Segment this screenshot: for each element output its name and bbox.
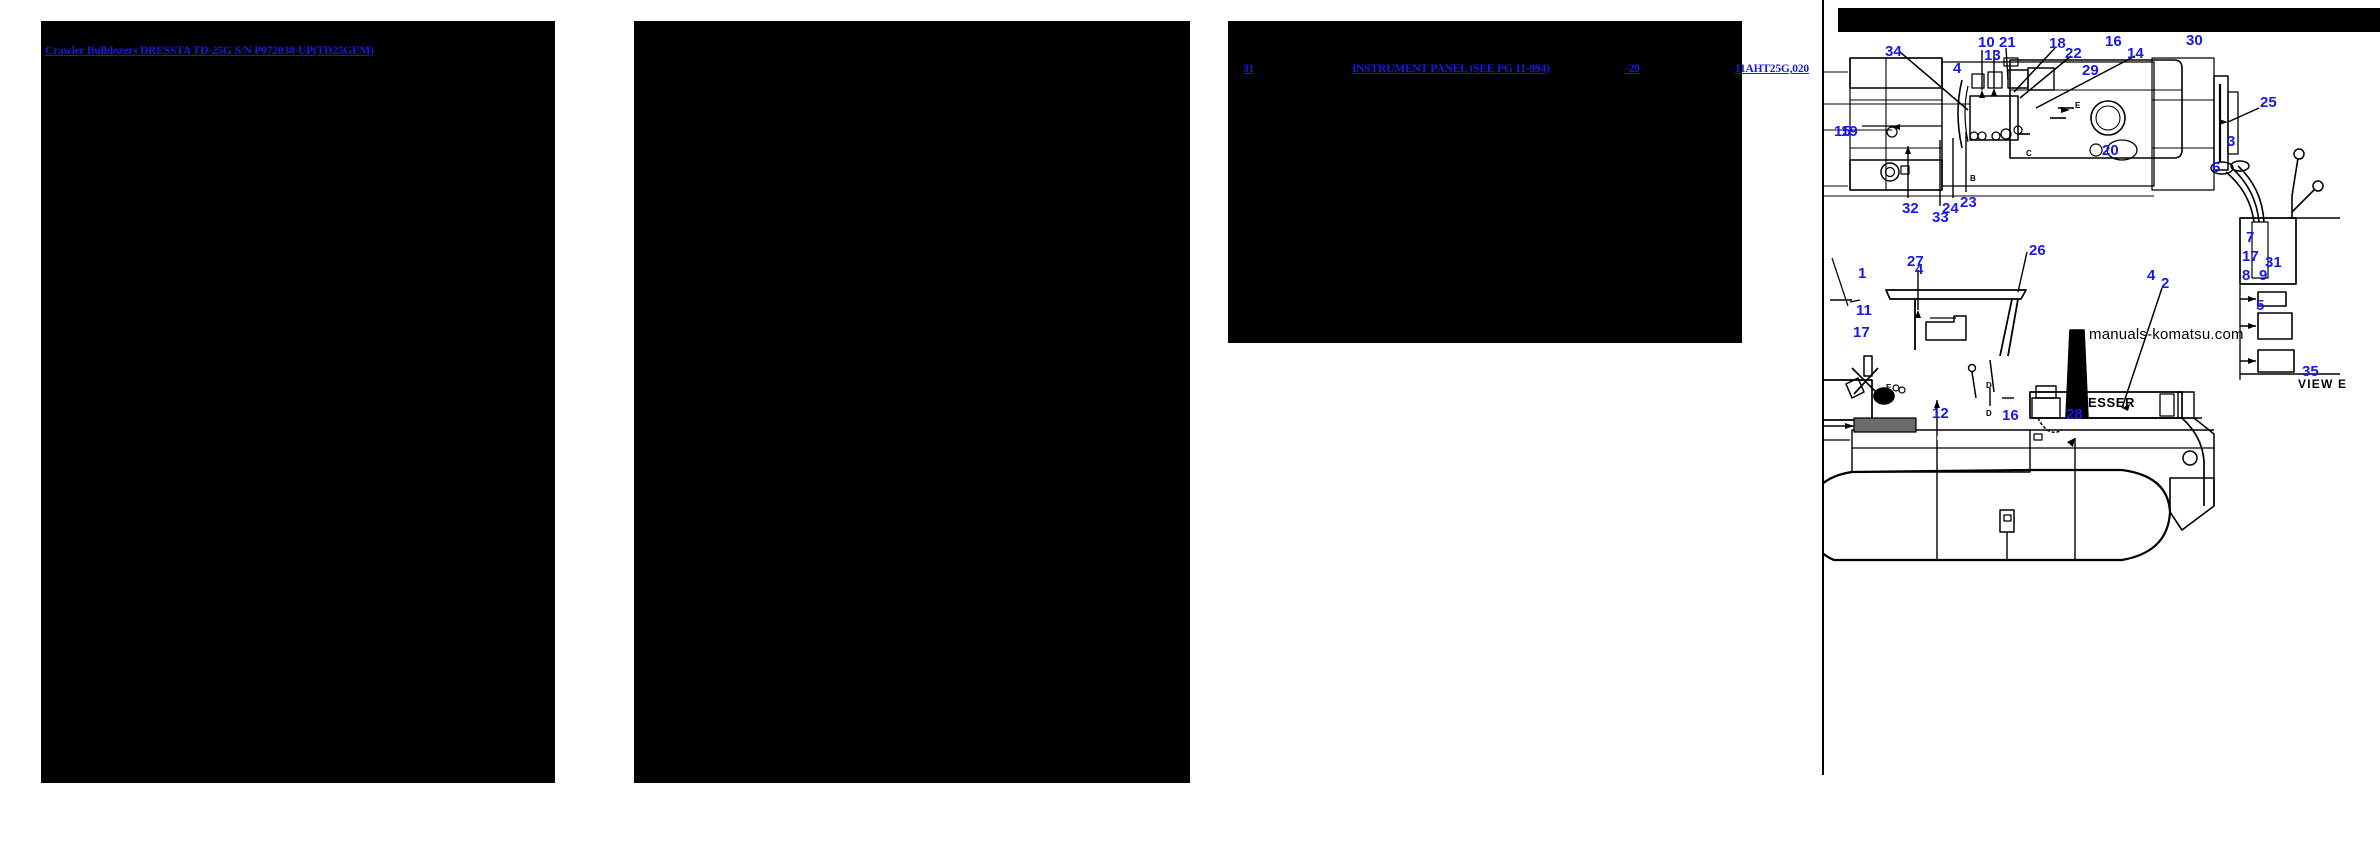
part-item-number-link[interactable]: 31 [1243,63,1255,75]
diagram-callout-19: 19 [1841,123,1858,140]
technical-diagram [1822,10,2340,562]
diagram-callout-22: 22 [2065,45,2082,62]
diagram-callout-8: 8 [2242,267,2251,284]
diagram-callout-6: 6 [2212,159,2221,176]
diagram-callout-33: 33 [1932,209,1949,226]
section-letter-d-bot: D [1986,409,1992,418]
diagram-callout-21: 21 [1999,34,2016,51]
dresser-brand-badge: DRESSER [2068,395,2136,410]
diagram-callout-15: 15 [1834,123,1851,140]
diagram-callout-24: 24 [1942,200,1959,217]
parts-list-panel[interactable] [1228,21,1742,343]
diagram-header-bar [1838,8,2380,32]
diagram-callout-25: 25 [2260,94,2277,111]
site-watermark: manuals-komatsu.com [2089,326,2244,343]
section-letter-c: C [2026,149,2032,158]
document-page-panel-2[interactable] [634,21,1190,783]
section-letter-b: B [1970,174,1976,183]
diagram-callout-18: 18 [2049,35,2066,52]
diagram-callout-31: 31 [2265,254,2282,271]
diagram-callout-20: 20 [2102,142,2119,159]
diagram-callout-27: 27 [1907,253,1924,270]
document-title-link[interactable]: Crawler Bulldozers DRESSTA TD-25G S/N P0… [45,45,374,57]
diagram-callout-10: 10 [1978,34,1995,51]
diagram-callout-4b: 4 [1915,261,1924,278]
section-letter-e-top: E [2075,101,2081,110]
diagram-callout-16: 16 [2105,33,2122,50]
diagram-callout-34: 34 [1885,43,1902,60]
diagram-callout-3: 3 [2227,133,2236,150]
diagram-callout-4: 4 [1953,60,1962,77]
diagram-callout-5: 5 [2256,297,2265,314]
diagram-callout-28: 28 [2066,406,2083,423]
part-description-link[interactable]: INSTRUMENT PANEL (SEE PG 11-994) [1352,63,1550,75]
diagram-callout-16b: 16 [2002,407,2019,424]
diagram-callout-30: 30 [2186,32,2203,49]
section-letter-e-side: E [1886,383,1892,392]
diagram-callout-32: 32 [1902,200,1919,217]
diagram-callout-7: 7 [2246,229,2255,246]
diagram-callout-12: 12 [1932,405,1949,422]
diagram-callout-9: 9 [2259,267,2268,284]
diagram-callout-2: 2 [2161,275,2170,292]
diagram-callout-4c: 4 [2147,267,2156,284]
part-quantity-link[interactable]: -29 [1625,63,1640,75]
diagram-callout-17b: 17 [1853,324,1870,341]
diagram-callout-13: 13 [1984,47,2001,64]
part-code-link[interactable]: 11AHT25G,020 [1735,63,1809,75]
pane-divider [1822,0,1824,775]
view-e-label: VIEW E [2298,377,2348,391]
diagram-callout-1: 1 [1858,265,1867,282]
diagram-callout-14: 14 [2127,45,2144,62]
section-letter-d-top: D [1986,381,1992,390]
document-page-panel-1[interactable] [41,21,555,783]
diagram-callout-26: 26 [2029,242,2046,259]
td25g-model-badge: TD-25G [1913,434,1944,443]
diagram-callout-29: 29 [2082,62,2099,79]
diagram-callout-17: 17 [2242,248,2259,265]
diagram-callout-35: 35 [2302,363,2319,380]
diagram-callout-23: 23 [1960,194,1977,211]
diagram-callout-11: 11 [1856,302,1872,319]
